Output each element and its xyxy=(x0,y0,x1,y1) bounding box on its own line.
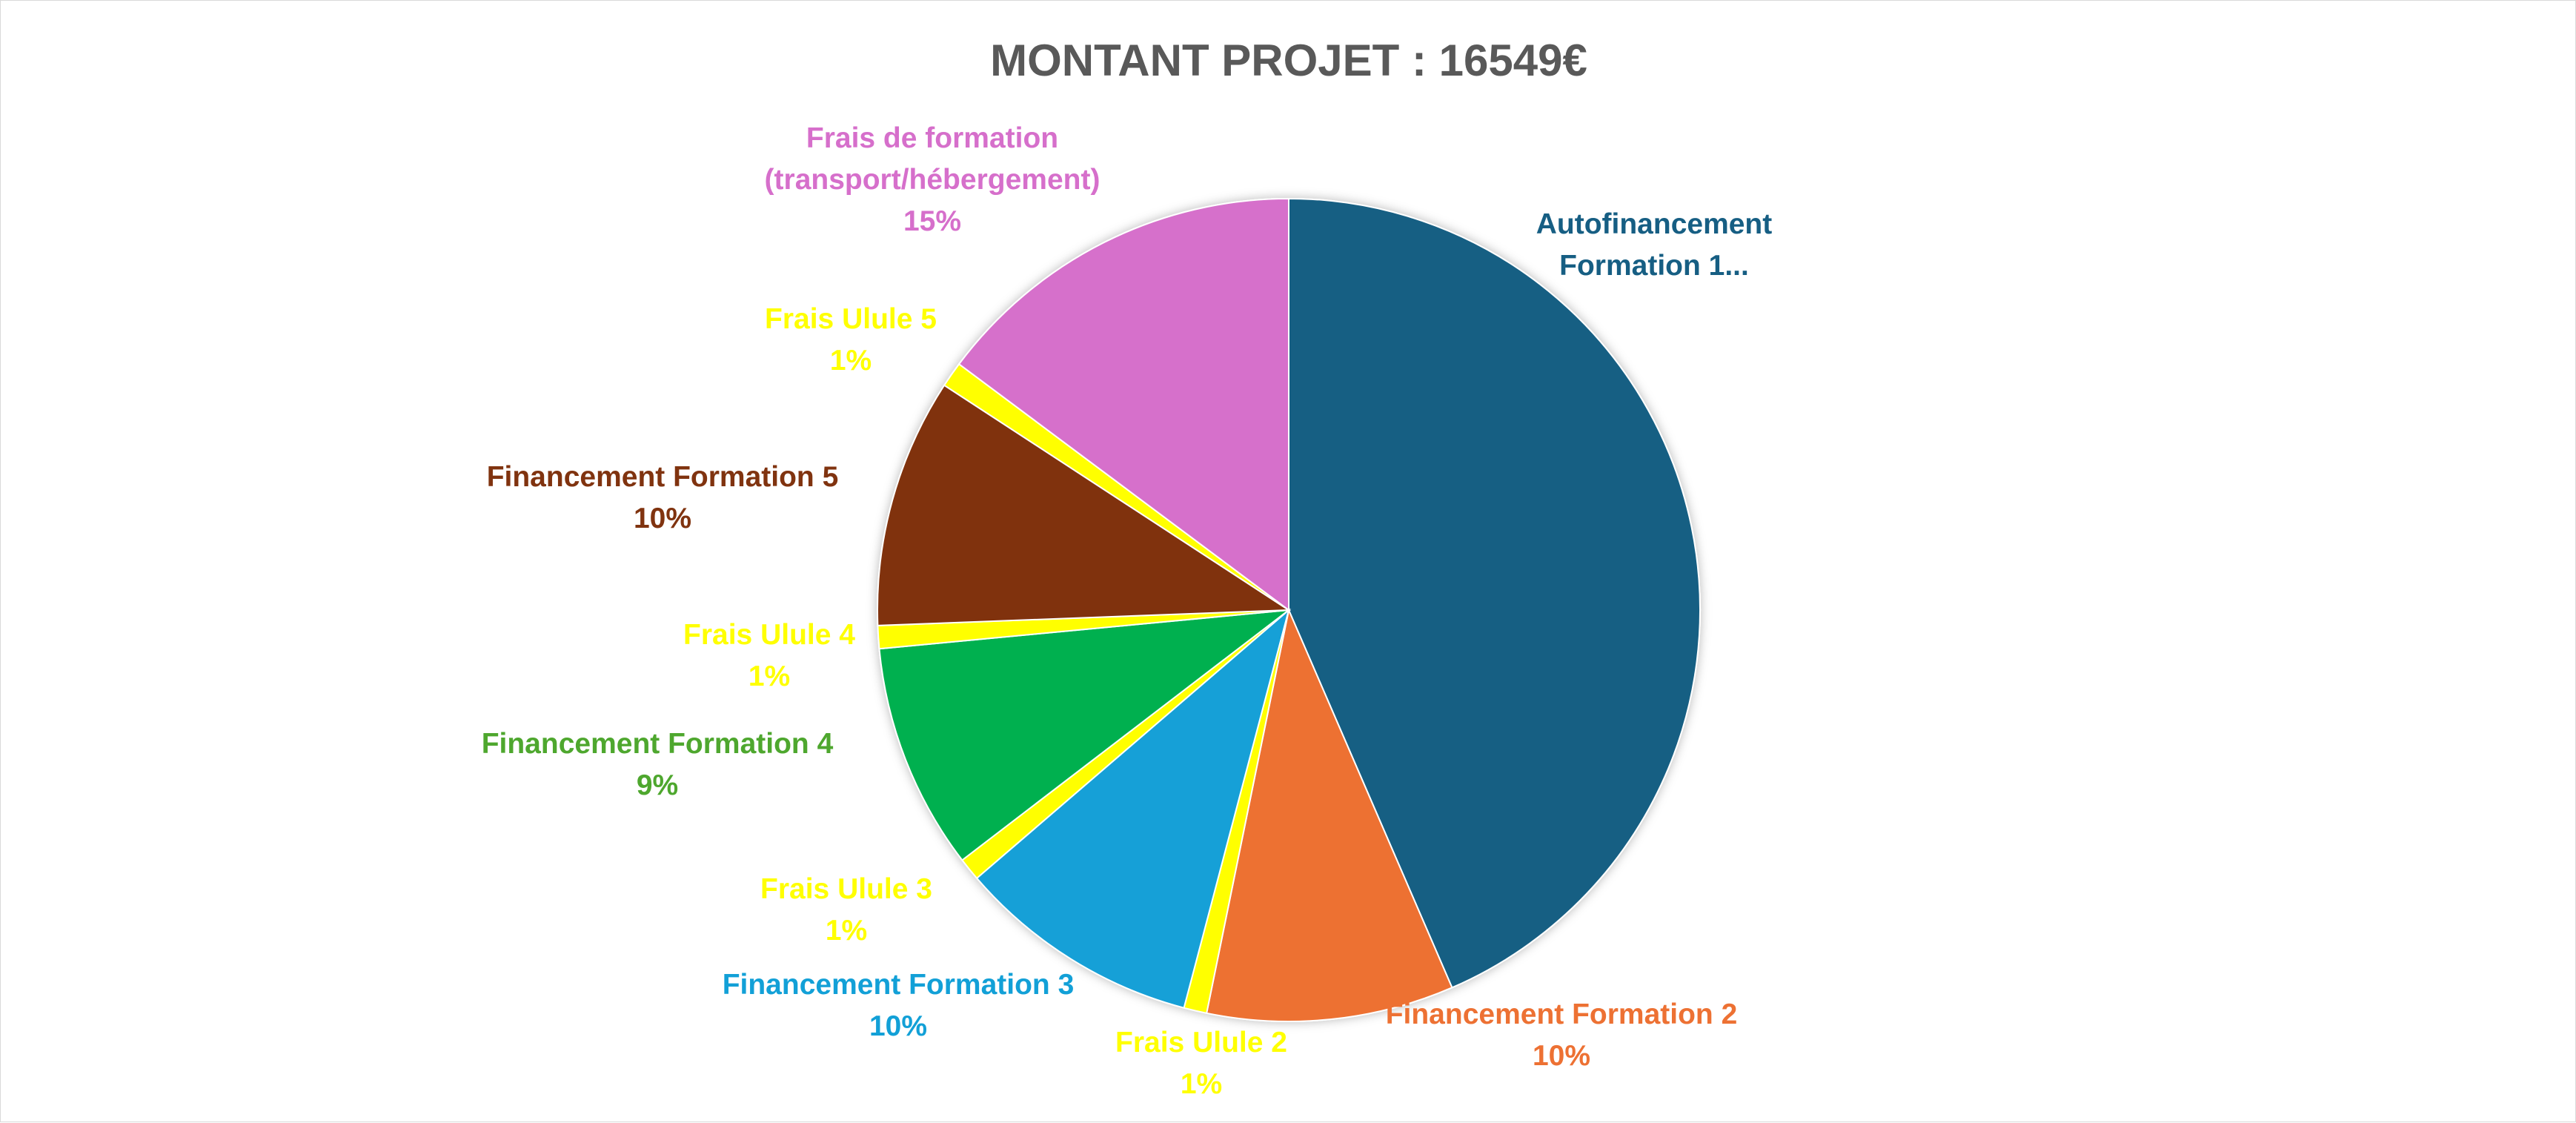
pie-label-financement-formation-4: Financement Formation 4 9% xyxy=(482,728,834,801)
pie-label-percent: 15% xyxy=(903,205,961,237)
pie-label-financement-formation-5: Financement Formation 5 10% xyxy=(487,461,839,534)
pie-label-financement-formation-2: Financement Formation 2 10% xyxy=(1386,998,1738,1072)
pie-label-percent: 1% xyxy=(830,345,872,377)
pie-label-line: Financement Formation 3 xyxy=(723,969,1075,1001)
chart-title: MONTANT PROJET : 16549€ xyxy=(990,36,1587,85)
pie-label-frais-ulule-3: Frais Ulule 3 1% xyxy=(760,873,932,947)
pie-label-percent: 10% xyxy=(869,1010,927,1042)
pie-label-line: (transport/hébergement) xyxy=(765,164,1101,196)
pie-label-frais-ulule-4: Frais Ulule 4 1% xyxy=(683,619,855,692)
pie-label-line: Frais Ulule 2 xyxy=(1115,1027,1287,1059)
pie-slice-financement-formation-3 xyxy=(975,608,1290,1009)
pie-label-line: Formation 1... xyxy=(1559,250,1749,282)
pie-label-percent: 10% xyxy=(634,503,691,534)
pie-slices xyxy=(876,197,1701,1022)
pie-label-line: Frais Ulule 3 xyxy=(760,873,932,905)
pie-label-line: Frais Ulule 4 xyxy=(683,619,855,651)
pie-label-line: Frais Ulule 5 xyxy=(765,303,937,335)
pie-slice-financement-formation-4 xyxy=(878,609,1292,861)
pie-label-percent: 1% xyxy=(826,915,867,947)
pie-label-percent: 1% xyxy=(748,660,790,692)
pie-label-frais-ulule-2: Frais Ulule 2 1% xyxy=(1115,1027,1287,1100)
pie-slice-financement-formation-5 xyxy=(876,384,1292,626)
pie-slice-autofinancement xyxy=(1288,197,1701,989)
pie-label-line: Financement Formation 2 xyxy=(1386,998,1738,1030)
pie-slice-frais-formation xyxy=(957,197,1289,612)
pie-label-percent: 10% xyxy=(1533,1040,1590,1072)
pie-label-frais-ulule-5: Frais Ulule 5 1% xyxy=(765,303,937,377)
pie-label-percent: 9% xyxy=(637,769,678,801)
pie-label-financement-formation-3: Financement Formation 3 10% xyxy=(723,969,1075,1042)
pie-label-line: Financement Formation 4 xyxy=(482,728,834,760)
pie-label-line: Financement Formation 5 xyxy=(487,461,839,493)
pie-label-line: Frais de formation xyxy=(806,122,1058,154)
pie-labels: Autofinancement Formation 1... Financement… xyxy=(482,122,1773,1100)
pie-label-percent: 1% xyxy=(1181,1068,1222,1100)
pie-label-line: Autofinancement xyxy=(1536,208,1773,240)
pie-label-frais-formation: Frais de formation (transport/hébergement… xyxy=(765,122,1101,237)
pie-label-autofinancement: Autofinancement Formation 1... xyxy=(1536,208,1773,282)
